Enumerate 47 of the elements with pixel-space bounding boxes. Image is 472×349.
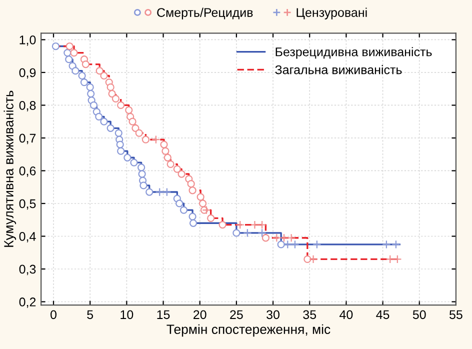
x-tick-label: 35 [303, 310, 316, 320]
x-tick-label: 0 [50, 310, 56, 320]
point [393, 254, 402, 264]
point [392, 240, 400, 249]
point [290, 240, 300, 249]
x-tick-label: 10 [120, 310, 134, 320]
legend-label: Загальна виживаність [275, 65, 402, 74]
point [243, 228, 252, 238]
y-tick-label: 0,3 [19, 264, 36, 276]
point [312, 240, 322, 249]
x-tick-label: 30 [266, 310, 280, 320]
point [152, 135, 160, 144]
point [286, 234, 296, 242]
x-tick-label: 50 [412, 310, 426, 320]
legend-label: Смерть/Рецидив [157, 8, 253, 20]
y-axis-title: Кумулятивна виживаність [4, 90, 16, 247]
point [258, 228, 266, 238]
x-tick-label: 45 [376, 310, 390, 320]
y-tick-label: 0,2 [19, 298, 36, 308]
point [272, 234, 282, 242]
point [258, 220, 266, 230]
y-tick-label: 0,9 [19, 68, 36, 79]
point [236, 220, 244, 230]
y-tick-label: 0,4 [19, 232, 36, 242]
point [308, 254, 318, 264]
y-tick-label: 1,0 [20, 36, 36, 46]
point [386, 254, 394, 264]
x-tick-label: 5 [87, 310, 94, 320]
x-axis-title: Термін спостереження, міс [166, 324, 330, 337]
point [202, 206, 211, 214]
y-tick-label: 0,7 [19, 134, 36, 144]
y-tick-label: 0,5 [19, 199, 36, 210]
point [250, 220, 260, 230]
point [283, 240, 292, 249]
x-tick-label: 20 [194, 310, 206, 320]
y-tick-label: 0,6 [19, 166, 36, 177]
point [162, 188, 172, 196]
point [382, 240, 391, 249]
legend-label: Безрецидивна виживаність [276, 47, 432, 59]
legend-label: Цензуровані [296, 8, 367, 20]
y-tick-label: 0,8 [19, 101, 36, 112]
point [155, 188, 164, 196]
x-tick-label: 55 [450, 310, 462, 320]
point [280, 234, 288, 242]
x-tick-label: 25 [230, 310, 243, 320]
x-tick-label: 40 [340, 310, 353, 320]
x-tick-label: 15 [157, 310, 170, 320]
